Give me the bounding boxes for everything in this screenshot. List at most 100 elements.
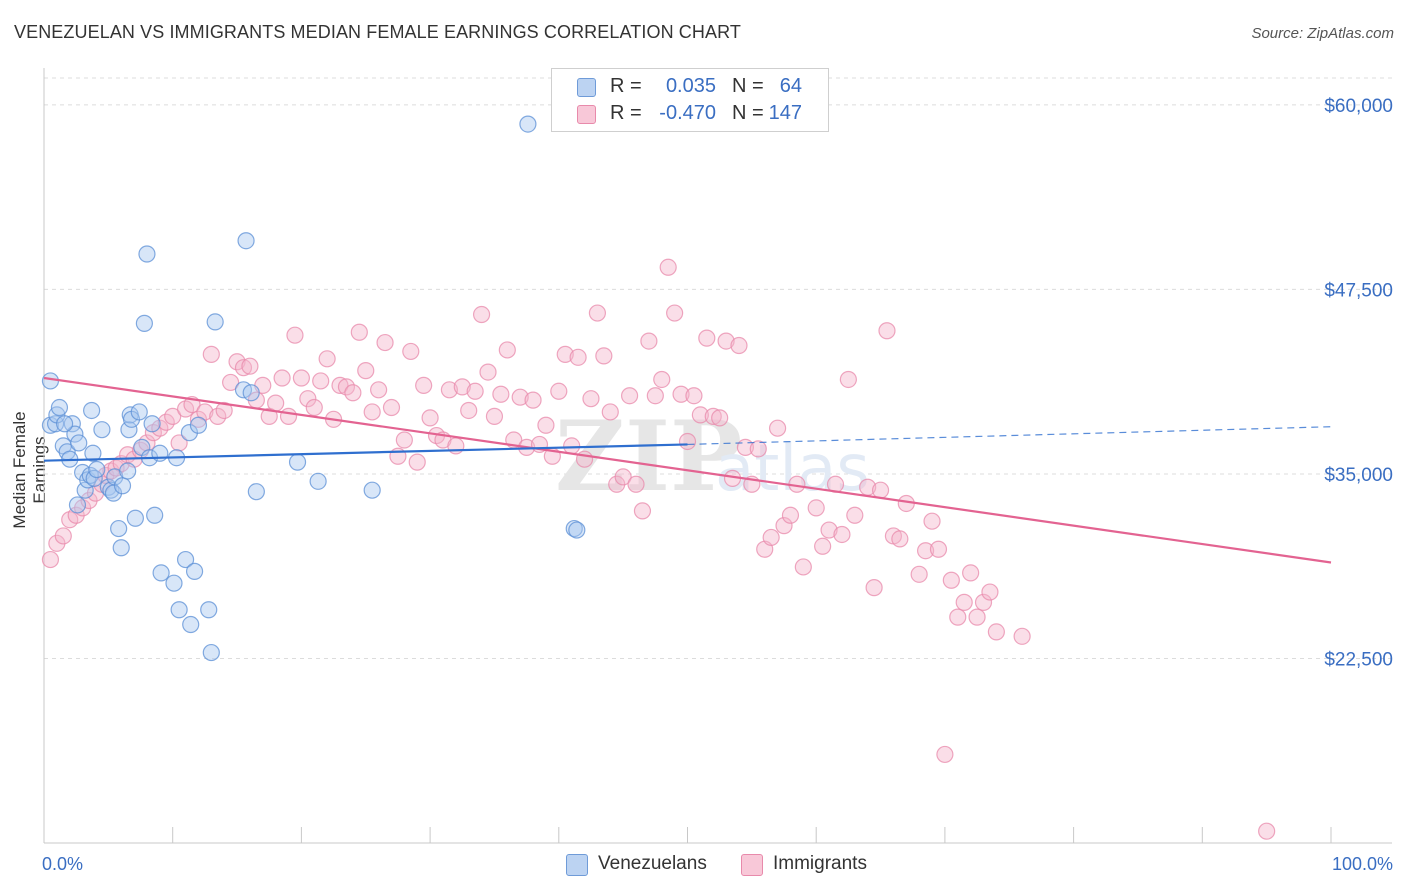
data-point — [170, 601, 188, 619]
data-point — [666, 304, 684, 322]
data-point — [376, 333, 394, 352]
data-point — [524, 391, 542, 409]
data-point — [241, 357, 259, 375]
data-point — [318, 350, 336, 368]
data-point — [556, 345, 574, 363]
data-point — [563, 437, 581, 455]
legend-row-immigrants: R = -0.470 N = 147 — [552, 100, 828, 126]
data-point — [93, 421, 111, 439]
data-point — [119, 462, 137, 480]
data-point — [460, 401, 478, 420]
legend-n-value: 64 — [779, 75, 802, 97]
legend-n-label: N = — [732, 75, 764, 97]
data-point — [833, 525, 851, 544]
data-point — [775, 517, 793, 535]
data-point — [421, 409, 439, 427]
data-point — [237, 232, 255, 250]
data-point — [1258, 822, 1276, 840]
data-point — [672, 385, 690, 403]
data-point — [357, 362, 375, 380]
bottom-legend-label: Venezuelans — [598, 853, 707, 874]
axes — [43, 68, 1392, 844]
y-tick-label: $22,500 — [1324, 649, 1393, 670]
data-point — [288, 453, 307, 471]
x-tick-label: 0.0% — [42, 854, 83, 874]
data-point — [110, 519, 128, 538]
data-point — [267, 394, 285, 412]
data-point — [46, 415, 65, 433]
legend-n-value: 147 — [768, 102, 802, 124]
legend-r-value: -0.470 — [659, 102, 716, 124]
data-point — [568, 521, 586, 539]
data-point — [363, 481, 381, 499]
data-point — [292, 369, 310, 387]
legend-r-value: 0.035 — [665, 75, 716, 97]
data-point — [402, 342, 420, 361]
data-point — [704, 407, 722, 425]
data-point — [929, 540, 948, 558]
data-point — [653, 370, 671, 389]
data-point — [299, 390, 317, 408]
source-label: Source: ZipAtlas.com — [1251, 25, 1394, 42]
data-point — [659, 258, 677, 276]
data-point — [331, 376, 349, 394]
data-point — [120, 421, 138, 439]
data-point — [550, 382, 568, 400]
data-point — [202, 345, 220, 363]
legend-r-label: R = — [610, 102, 642, 124]
data-point — [987, 623, 1005, 641]
data-point — [614, 468, 632, 486]
chart-title: VENEZUELAN VS IMMIGRANTS MEDIAN FEMALE E… — [14, 22, 741, 42]
data-point — [176, 550, 195, 569]
data-point — [472, 305, 491, 324]
data-point — [152, 564, 170, 582]
data-point — [762, 528, 780, 547]
data-point — [492, 385, 510, 403]
data-point — [466, 382, 484, 400]
data-point — [286, 326, 304, 344]
data-point — [691, 406, 709, 424]
bottom-legend-swatch-pink — [741, 854, 763, 876]
data-point — [942, 571, 960, 589]
data-point — [279, 407, 298, 425]
legend-swatch-pink — [577, 105, 596, 124]
data-point — [68, 496, 87, 514]
data-point — [871, 481, 890, 499]
legend-row-venezuelans: R = 0.035 N = 64 — [552, 73, 828, 99]
data-point — [962, 564, 980, 582]
data-point — [395, 431, 413, 449]
data-point — [242, 384, 260, 402]
data-point — [164, 407, 182, 425]
data-point — [1013, 627, 1031, 645]
immigrants-points — [41, 258, 1276, 840]
data-point — [189, 416, 208, 434]
data-point — [601, 403, 619, 421]
data-point — [70, 434, 88, 452]
data-point — [344, 384, 362, 402]
data-point — [498, 341, 516, 359]
data-point — [627, 475, 645, 493]
data-point — [309, 472, 327, 490]
data-point — [350, 323, 368, 341]
legend-r-label: R = — [610, 75, 642, 97]
data-point — [955, 593, 973, 611]
data-point — [247, 483, 265, 501]
data-point — [382, 398, 401, 417]
data-point — [228, 353, 246, 371]
data-point — [923, 512, 941, 530]
data-point — [157, 413, 175, 431]
data-point — [305, 398, 323, 417]
trend-lines — [43, 376, 1332, 564]
data-point — [170, 434, 188, 452]
data-point — [974, 593, 993, 611]
data-point — [936, 745, 954, 764]
y-tick-label: $60,000 — [1324, 96, 1393, 117]
data-point — [206, 313, 224, 331]
data-point — [66, 425, 84, 443]
data-point — [891, 530, 909, 548]
data-point — [41, 550, 60, 569]
data-point — [273, 369, 291, 387]
data-point — [312, 372, 330, 390]
data-point — [113, 477, 132, 495]
